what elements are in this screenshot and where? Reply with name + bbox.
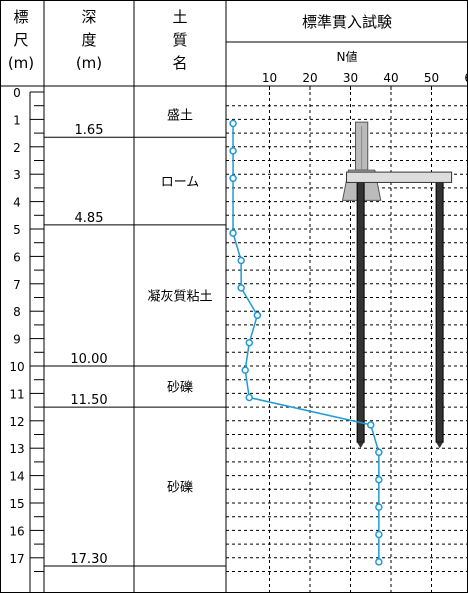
pile-tip — [436, 442, 444, 449]
n-value-point — [375, 530, 383, 539]
header-soil-2: 質 — [172, 31, 187, 49]
n-value-point — [375, 448, 383, 457]
n-value-point — [241, 366, 249, 374]
layer-depth-label: 17.30 — [70, 552, 107, 567]
spt-title: 標準貫入試験 — [302, 13, 392, 31]
header-soil-3: 名 — [172, 54, 187, 72]
scale-tick-label: 16 — [9, 524, 24, 538]
n-value-point — [229, 147, 237, 155]
pile-cap — [346, 171, 453, 183]
n-value-point — [253, 311, 262, 320]
scale-tick-label: 7 — [13, 278, 21, 292]
n-axis-label: 10 — [262, 71, 277, 85]
n-value-point — [245, 393, 253, 402]
scale-tick-label: 9 — [13, 333, 21, 347]
n-axis-label: 50 — [424, 71, 439, 85]
n-value-point — [237, 284, 245, 292]
scale-tick-label: 13 — [9, 442, 24, 456]
layer-soil-label: ローム — [161, 175, 200, 190]
n-value-point — [375, 475, 383, 484]
header-depth-1: 深 — [81, 8, 96, 26]
n-value-axis: 10 20 30 40 50 60 — [262, 71, 468, 90]
layer-depth-label: 1.65 — [75, 123, 104, 138]
layer-depth-label: 4.85 — [75, 211, 104, 226]
n-value-point — [229, 119, 237, 128]
header-depth-3: (m) — [76, 54, 102, 72]
pile-diagram — [341, 121, 453, 449]
scale-tick-label: 15 — [9, 497, 24, 511]
scale-tick-label: 3 — [13, 168, 21, 182]
scale-tick-label: 12 — [9, 415, 24, 429]
n-value-point — [375, 503, 383, 511]
pile-left — [356, 181, 365, 443]
header-scale-2: 尺 — [13, 31, 28, 49]
scale-tick-label: 17 — [9, 552, 24, 566]
n-value-point — [237, 256, 245, 265]
n-axis-label: 60 — [464, 71, 468, 85]
layer-soil-label: 砂礫 — [167, 380, 193, 396]
header-scale-1: 標 — [13, 8, 28, 26]
layer-boundaries — [44, 136, 226, 567]
spt-grid — [226, 92, 468, 593]
n-value-point — [229, 229, 237, 237]
scale-tick-label: 5 — [13, 223, 21, 237]
depth-scale — [29, 91, 44, 593]
scale-tick-label: 4 — [13, 196, 21, 210]
n-axis-label: 40 — [383, 71, 398, 85]
scale-tick-label: 8 — [13, 305, 21, 319]
layer-soil-label: 盛土 — [167, 109, 193, 124]
n-value-series — [229, 119, 383, 566]
scale-tick-label: 6 — [13, 250, 21, 264]
n-value-point — [375, 558, 383, 566]
layer-depth-label: 11.50 — [70, 393, 107, 408]
n-axis-label: 20 — [302, 71, 317, 85]
pile-tip — [357, 442, 365, 449]
n-value-point — [229, 174, 237, 183]
scale-tick-label: 14 — [9, 470, 24, 484]
scale-tick-label: 0 — [13, 86, 21, 100]
scale-tick-label: 2 — [13, 141, 21, 155]
n-axis-label: 30 — [343, 71, 358, 85]
layer-soil-label: 砂礫 — [167, 480, 193, 496]
layer-soil-label: 凝灰質粘土 — [147, 288, 212, 304]
n-value-label: N値 — [337, 49, 358, 64]
header-scale-3: (m) — [8, 54, 34, 72]
scale-tick-label: 11 — [9, 387, 24, 401]
layer-depth-labels: 1.65 4.85 10.00 11.50 17.30 — [70, 123, 107, 567]
scale-tick-label: 10 — [9, 360, 24, 374]
layer-depth-label: 10.00 — [70, 352, 107, 367]
pile-right — [435, 181, 444, 443]
n-value-point — [245, 338, 253, 347]
header-depth-2: 度 — [81, 31, 96, 49]
n-value-point — [367, 421, 375, 429]
header-soil-1: 土 — [172, 8, 187, 26]
n-value-line — [232, 123, 380, 562]
scale-tick-label: 1 — [13, 113, 21, 127]
